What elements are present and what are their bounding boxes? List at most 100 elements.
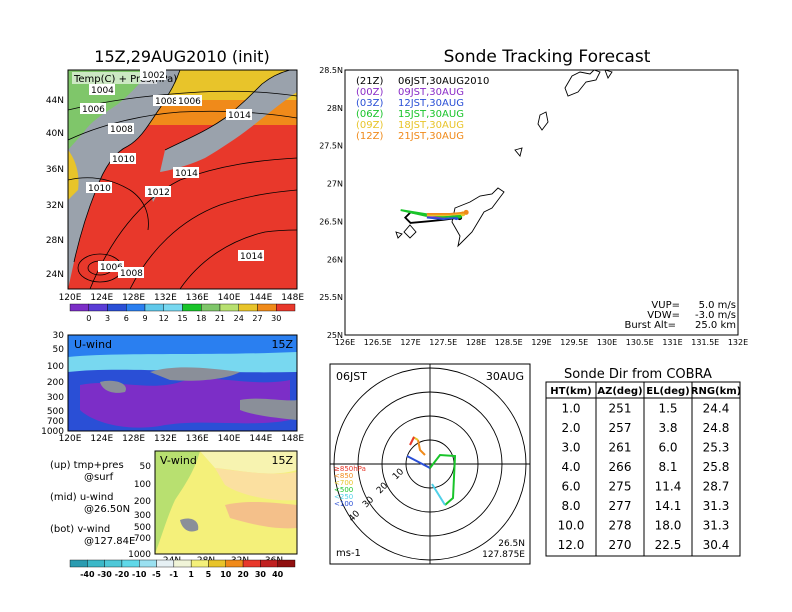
track-x-tick: 131E xyxy=(662,338,682,347)
map-y-tick: 40N xyxy=(46,129,64,139)
pressure-label: 1014 xyxy=(240,252,263,262)
colorbar-swatch xyxy=(144,303,164,312)
colorbar-swatch xyxy=(173,559,192,568)
v-wind-label: V-wind xyxy=(160,454,197,467)
pressure-label: 1010 xyxy=(88,184,111,194)
table-cell: 18.0 xyxy=(655,519,682,533)
polar-units: ms-1 xyxy=(336,548,361,559)
continent-land xyxy=(68,70,180,289)
legend-time: 18JST,30AUG xyxy=(398,120,464,131)
pressure-label: 1008 xyxy=(155,97,178,107)
pressure-label-bg xyxy=(80,103,106,114)
param-key: Burst Alt= xyxy=(624,320,676,331)
u-wind-y-tick: 30 xyxy=(53,331,65,341)
colorbar-swatch xyxy=(69,303,89,312)
pressure-label: 1014 xyxy=(228,111,251,121)
legend-zulu: (21Z) xyxy=(356,76,383,87)
map-x-tick: 124E xyxy=(90,293,113,303)
table-cell: 24.8 xyxy=(703,421,730,435)
colorbar-tick: 1 xyxy=(188,570,194,579)
track-x-tick: 131.5E xyxy=(691,338,719,347)
table-cell: 8.1 xyxy=(658,460,677,474)
colorbar-swatch xyxy=(208,559,226,568)
colorbar-swatch xyxy=(139,559,157,568)
colorbar-tick: -1 xyxy=(169,570,178,579)
note-line: (bot) v-wind xyxy=(50,524,110,535)
japan-land xyxy=(160,70,297,172)
colorbar-swatch xyxy=(276,303,296,312)
pressure-label: 1006 xyxy=(178,97,201,107)
colorbar-tick: -10 xyxy=(132,570,147,579)
legend-zulu: (09Z) xyxy=(356,120,383,131)
pressure-label: 1006 xyxy=(100,263,123,273)
polar-lon: 127.875E xyxy=(482,550,525,560)
track-series-end xyxy=(463,209,469,215)
u-wind-x-tick: 148E xyxy=(281,434,304,444)
u-wind-time: 15Z xyxy=(271,338,293,351)
pressure-label: 1010 xyxy=(112,155,135,165)
v-wind-y-tick: 50 xyxy=(140,462,152,472)
colorbar-swatch xyxy=(257,303,277,312)
u-wind-y-tick: 300 xyxy=(47,393,64,403)
colorbar-tick: 21 xyxy=(215,314,225,323)
table-cell: 251 xyxy=(609,402,632,416)
legend-time: 15JST,30AUG xyxy=(398,109,464,120)
table-cell: 257 xyxy=(609,421,632,435)
track-y-tick: 25.5N xyxy=(319,293,343,302)
colorbar-tick: 18 xyxy=(196,314,206,323)
colorbar-swatch xyxy=(182,303,202,312)
u-wind-y-tick: 500 xyxy=(47,407,64,417)
track-y-tick: 26N xyxy=(327,255,343,264)
u-wind-x-tick: 140E xyxy=(218,434,241,444)
pressure-label-bg xyxy=(98,261,124,272)
u-wind-y-tick: 1000 xyxy=(41,427,64,437)
track-lines xyxy=(400,209,469,224)
colorbar-tick: 30 xyxy=(255,570,267,579)
colorbar-swatch xyxy=(69,559,88,568)
table-cell: 1.5 xyxy=(658,402,677,416)
legend-entry: (00Z) 09JST,30AUG xyxy=(356,87,464,98)
polar-level-entry: <850 xyxy=(334,472,353,480)
track-y-tick: 27N xyxy=(327,180,343,189)
legend-zulu: (06Z) xyxy=(356,109,383,120)
colorbar-swatch xyxy=(219,303,239,312)
table-frame xyxy=(545,381,741,557)
note-sub: @surf xyxy=(84,472,114,483)
colorbar-swatch xyxy=(163,303,183,312)
colorbar-swatch xyxy=(260,559,278,568)
track-series-line xyxy=(426,211,467,215)
table-cell: 14.1 xyxy=(655,499,682,513)
colorbar-tick: 15 xyxy=(177,314,187,323)
colorbar-tick: 10 xyxy=(220,570,232,579)
colorbar-swatch xyxy=(238,303,258,312)
okinawa-coastlines xyxy=(395,70,613,248)
legend-entry: (09Z) 18JST,30AUG xyxy=(356,120,464,131)
table-cell: 12.0 xyxy=(558,538,585,552)
pressure-label: 1006 xyxy=(82,105,105,115)
table-cell: 30.4 xyxy=(703,538,730,552)
u-wind-y-tick: 100 xyxy=(47,362,64,372)
isobars xyxy=(68,90,297,289)
u-wind-y-tick: 700 xyxy=(47,417,64,427)
pressure-label-bg xyxy=(118,267,144,278)
table-cell: 10.0 xyxy=(558,519,585,533)
pressure-label: 1002 xyxy=(142,71,165,81)
colorbar-swatch xyxy=(126,303,146,312)
legend-zulu: (00Z) xyxy=(356,87,383,98)
polar-date-label: 30AUG xyxy=(486,370,524,383)
map-x-tick: 136E xyxy=(186,293,209,303)
note-line: (mid) u-wind xyxy=(50,492,113,503)
map-x-tick: 132E xyxy=(154,293,177,303)
colorbar-swatch xyxy=(121,559,140,568)
colorbar-tick: 20 xyxy=(238,570,250,579)
polar-level-legend: ≥850hPa<850<700<500<250<100 xyxy=(334,465,366,508)
pressure-label: 1012 xyxy=(147,188,170,198)
surface-map-label: Temp(C) + Pres(hPa) xyxy=(73,74,177,85)
polar-level-entry: <700 xyxy=(334,479,353,487)
pressure-label-bg xyxy=(145,186,171,197)
param-key: VUP= xyxy=(651,300,680,311)
track-x-tick: 128E xyxy=(466,338,486,347)
